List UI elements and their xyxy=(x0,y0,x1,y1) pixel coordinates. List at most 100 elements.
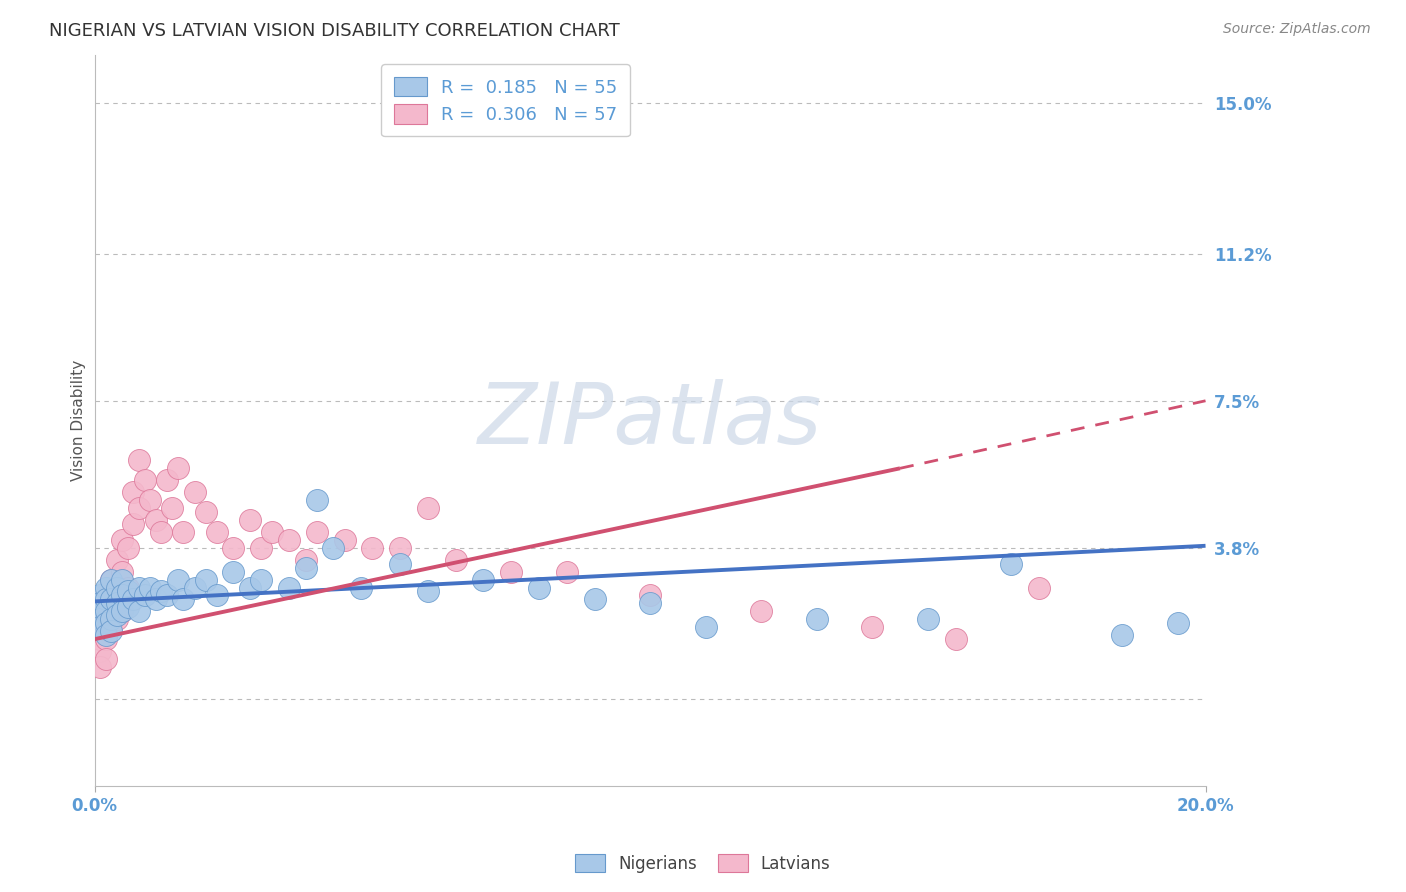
Point xyxy=(183,581,205,595)
Point xyxy=(172,524,194,539)
Point xyxy=(94,589,117,603)
Point xyxy=(638,589,661,603)
Point xyxy=(749,604,772,618)
Point xyxy=(94,632,117,647)
Legend: R =  0.185   N = 55, R =  0.306   N = 57: R = 0.185 N = 55, R = 0.306 N = 57 xyxy=(381,64,630,136)
Point xyxy=(1000,557,1022,571)
Text: ZIPatlas: ZIPatlas xyxy=(478,379,823,462)
Point xyxy=(111,604,134,618)
Point xyxy=(294,560,316,574)
Point xyxy=(100,604,122,618)
Point xyxy=(94,652,117,666)
Point xyxy=(100,573,122,587)
Point xyxy=(389,541,412,555)
Point xyxy=(89,620,111,634)
Point xyxy=(89,624,111,639)
Point xyxy=(150,584,173,599)
Point xyxy=(222,541,245,555)
Point xyxy=(162,501,184,516)
Text: Source: ZipAtlas.com: Source: ZipAtlas.com xyxy=(1223,22,1371,37)
Point xyxy=(250,573,273,587)
Point xyxy=(122,485,145,500)
Point xyxy=(100,612,122,626)
Point xyxy=(527,581,550,595)
Point xyxy=(194,573,217,587)
Point xyxy=(1167,616,1189,631)
Point xyxy=(194,505,217,519)
Point xyxy=(94,620,117,634)
Point xyxy=(222,565,245,579)
Point xyxy=(156,473,179,487)
Point xyxy=(89,589,111,603)
Point xyxy=(333,533,356,547)
Point xyxy=(806,612,828,626)
Point xyxy=(122,516,145,531)
Point xyxy=(150,524,173,539)
Point xyxy=(583,592,606,607)
Point xyxy=(262,524,284,539)
Point xyxy=(239,581,262,595)
Point xyxy=(117,584,139,599)
Point xyxy=(117,600,139,615)
Point xyxy=(205,524,228,539)
Point xyxy=(945,632,967,647)
Point xyxy=(860,620,883,634)
Point xyxy=(361,541,384,555)
Point xyxy=(239,513,262,527)
Point xyxy=(94,604,117,618)
Point xyxy=(322,541,344,555)
Point xyxy=(89,612,111,626)
Point xyxy=(145,592,167,607)
Y-axis label: Vision Disability: Vision Disability xyxy=(72,360,86,482)
Point xyxy=(128,604,150,618)
Point xyxy=(111,565,134,579)
Point xyxy=(167,461,190,475)
Point xyxy=(105,581,128,595)
Point xyxy=(305,524,328,539)
Point xyxy=(100,620,122,634)
Point xyxy=(111,573,134,587)
Point xyxy=(100,573,122,587)
Point xyxy=(139,493,162,508)
Text: NIGERIAN VS LATVIAN VISION DISABILITY CORRELATION CHART: NIGERIAN VS LATVIAN VISION DISABILITY CO… xyxy=(49,22,620,40)
Point xyxy=(416,501,439,516)
Point xyxy=(156,589,179,603)
Point xyxy=(1028,581,1050,595)
Point xyxy=(105,552,128,566)
Point xyxy=(105,596,128,610)
Point xyxy=(416,584,439,599)
Point xyxy=(278,533,301,547)
Point xyxy=(89,644,111,658)
Point xyxy=(94,592,117,607)
Point xyxy=(555,565,578,579)
Point xyxy=(305,493,328,508)
Point xyxy=(111,604,134,618)
Point xyxy=(172,592,194,607)
Point xyxy=(917,612,939,626)
Point xyxy=(94,604,117,618)
Point xyxy=(94,616,117,631)
Point xyxy=(117,581,139,595)
Point xyxy=(695,620,717,634)
Point xyxy=(89,604,111,618)
Point xyxy=(89,604,111,618)
Point xyxy=(122,592,145,607)
Point xyxy=(128,453,150,467)
Point xyxy=(444,552,467,566)
Point xyxy=(100,589,122,603)
Point xyxy=(89,660,111,674)
Point xyxy=(117,541,139,555)
Point xyxy=(183,485,205,500)
Point xyxy=(389,557,412,571)
Point xyxy=(145,513,167,527)
Point xyxy=(139,581,162,595)
Point xyxy=(128,501,150,516)
Point xyxy=(89,632,111,647)
Point xyxy=(100,624,122,639)
Point xyxy=(1111,628,1133,642)
Point xyxy=(501,565,523,579)
Point xyxy=(167,573,190,587)
Point xyxy=(134,473,156,487)
Point xyxy=(111,589,134,603)
Point xyxy=(128,581,150,595)
